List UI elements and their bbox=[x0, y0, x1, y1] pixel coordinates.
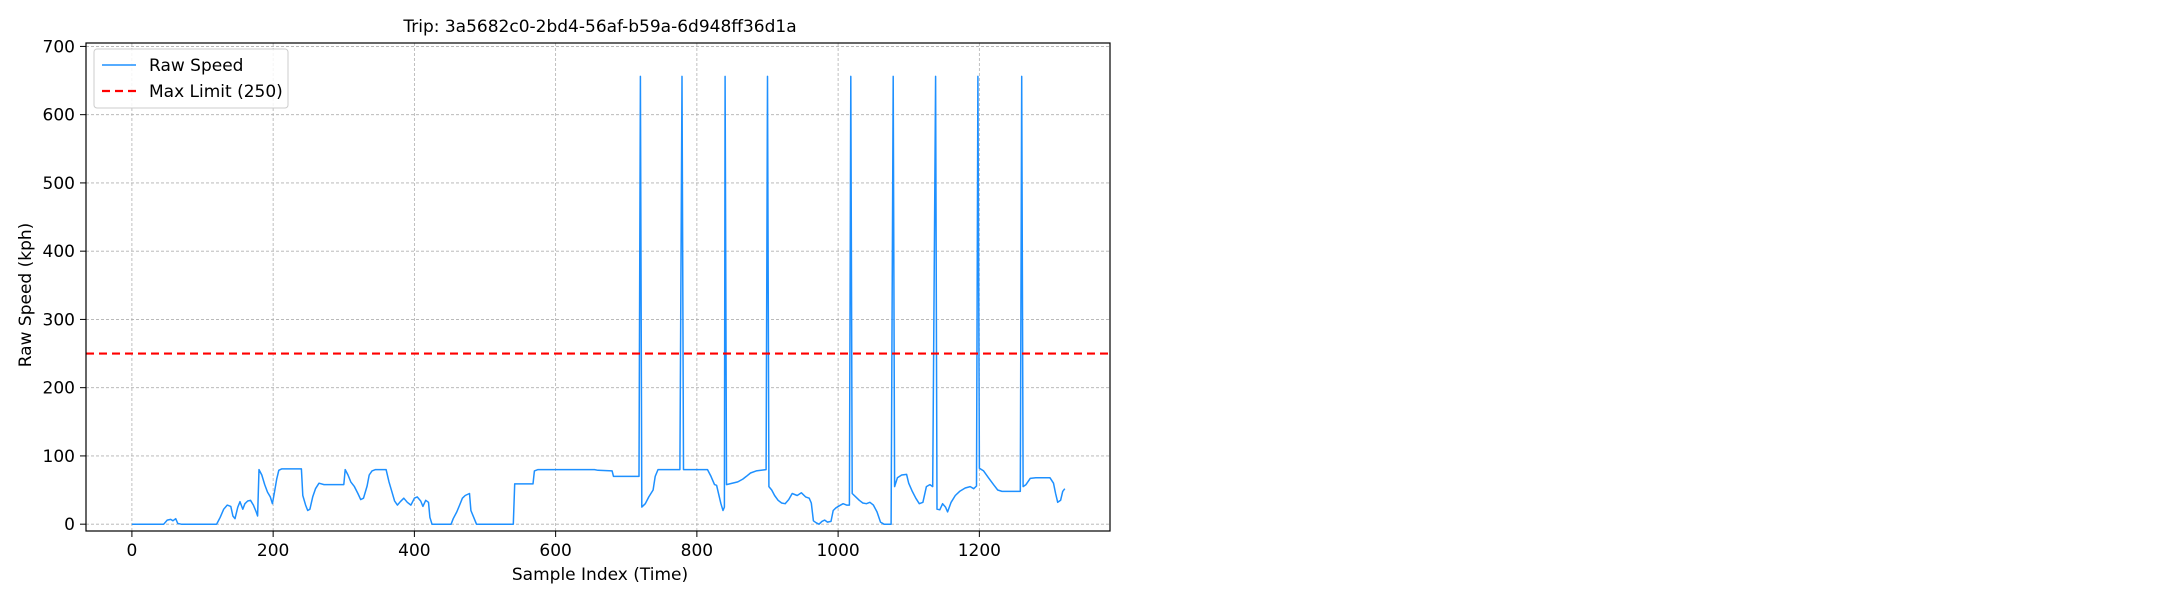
y-tick-label: 700 bbox=[43, 37, 75, 57]
y-tick-label: 0 bbox=[64, 515, 75, 535]
y-tick-label: 400 bbox=[43, 242, 75, 262]
y-tick-label: 300 bbox=[43, 310, 75, 330]
y-axis: 0 100 200 300 400 500 600 700 bbox=[43, 37, 86, 535]
series-line-raw-speed bbox=[131, 75, 1066, 525]
y-tick-label: 100 bbox=[43, 447, 75, 467]
x-tick-label: 1200 bbox=[958, 541, 1001, 561]
x-tick-label: 400 bbox=[398, 541, 430, 561]
legend: Raw Speed Max Limit (250) bbox=[93, 48, 289, 109]
chart-title: Trip: 3a5682c0-2bd4-56af-b59a-6d948ff36d… bbox=[402, 17, 796, 37]
x-tick-label: 0 bbox=[126, 541, 137, 561]
x-axis: 0 200 400 600 800 1000 1200 bbox=[126, 531, 1001, 561]
x-tick-label: 200 bbox=[257, 541, 289, 561]
legend-box bbox=[93, 48, 289, 109]
y-axis-label: Raw Speed (kph) bbox=[16, 223, 36, 368]
grid bbox=[86, 43, 1110, 531]
x-tick-label: 600 bbox=[539, 541, 571, 561]
y-tick-label: 600 bbox=[43, 106, 75, 126]
legend-label-max-limit: Max Limit (250) bbox=[149, 82, 283, 102]
y-tick-label: 500 bbox=[43, 174, 75, 194]
plot-frame bbox=[85, 42, 1111, 532]
legend-label-raw-speed: Raw Speed bbox=[149, 56, 243, 76]
y-tick-label: 200 bbox=[43, 379, 75, 399]
x-tick-label: 800 bbox=[681, 541, 713, 561]
x-tick-label: 1000 bbox=[816, 541, 859, 561]
series-group bbox=[86, 75, 1110, 525]
x-axis-label: Sample Index (Time) bbox=[512, 565, 688, 585]
